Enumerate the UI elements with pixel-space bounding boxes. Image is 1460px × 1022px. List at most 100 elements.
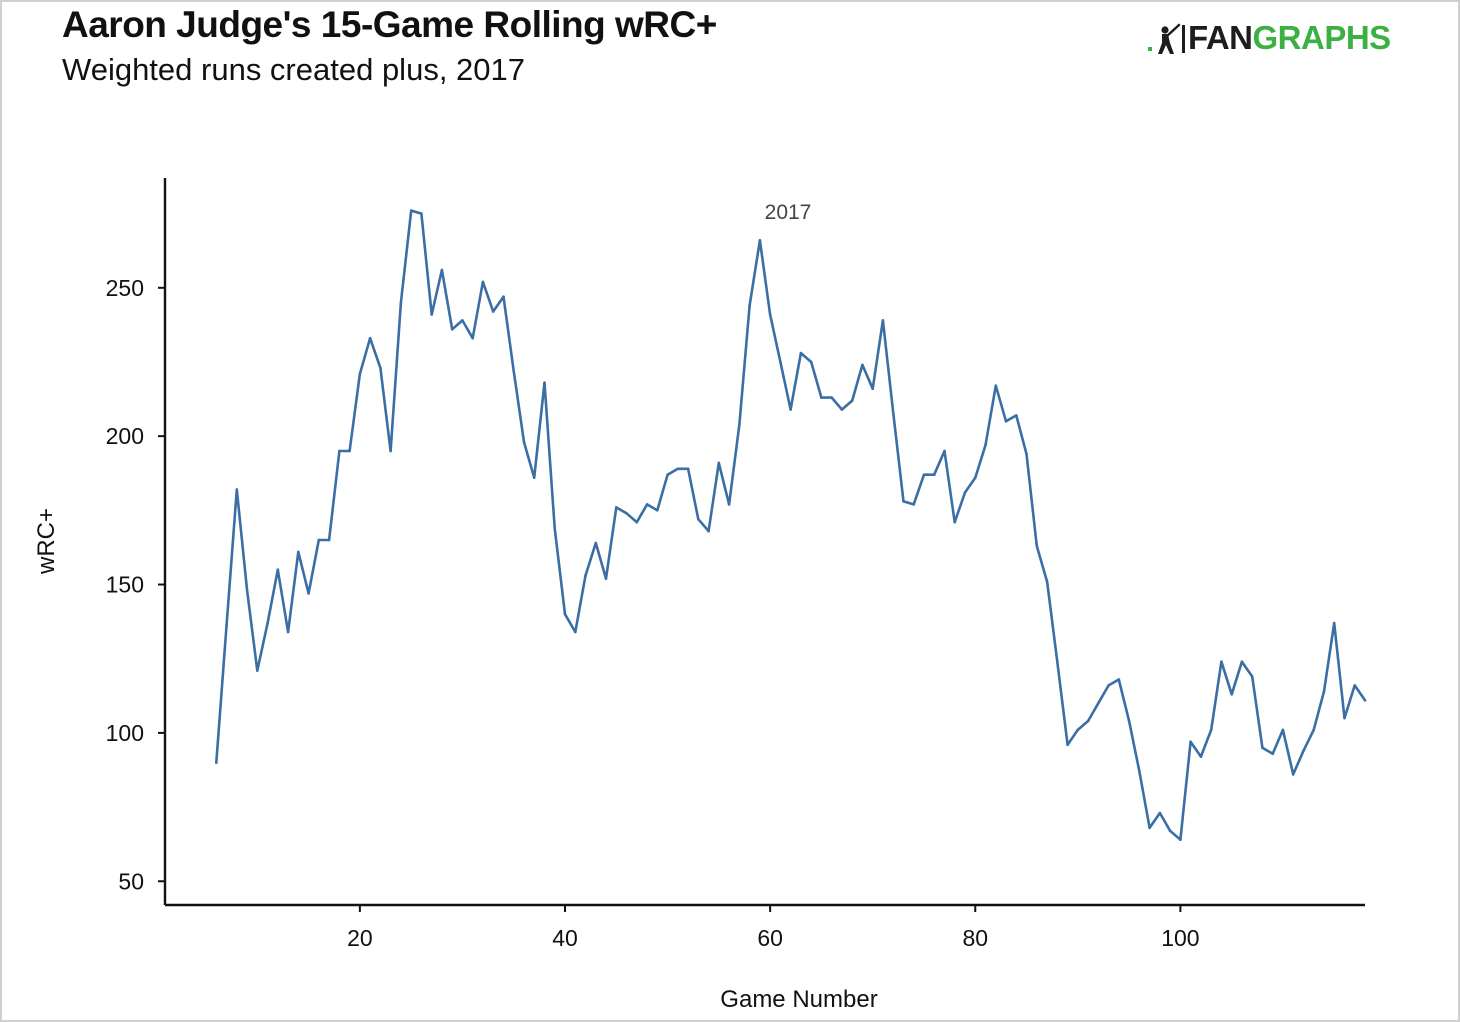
data-point xyxy=(1117,678,1121,681)
data-point xyxy=(994,384,998,388)
data-point xyxy=(1271,752,1274,755)
data-point xyxy=(666,473,669,477)
data-point xyxy=(1015,414,1018,417)
data-point xyxy=(748,304,751,307)
data-point xyxy=(1332,621,1336,625)
data-point xyxy=(1189,740,1192,744)
data-point xyxy=(574,630,577,634)
data-point xyxy=(1220,660,1223,663)
data-point xyxy=(830,396,833,399)
data-point xyxy=(604,577,608,580)
x-tick-label: 100 xyxy=(1161,925,1199,951)
chart-subtitle: Weighted runs created plus, 2017 xyxy=(62,52,526,87)
data-point xyxy=(1312,728,1315,732)
data-point xyxy=(1056,660,1059,663)
data-point xyxy=(1230,693,1233,696)
data-point xyxy=(348,449,351,453)
data-point xyxy=(450,328,454,331)
data-point xyxy=(717,461,721,465)
data-point xyxy=(727,503,731,506)
y-tick-label: 50 xyxy=(118,868,144,894)
data-point xyxy=(1004,420,1008,423)
data-point xyxy=(697,517,700,521)
data-point xyxy=(799,351,803,355)
data-point xyxy=(255,669,259,672)
data-point xyxy=(1086,719,1090,723)
data-point xyxy=(984,443,987,447)
data-point xyxy=(215,761,218,764)
y-axis-title: wRC+ xyxy=(33,508,60,575)
data-point xyxy=(974,476,977,480)
data-point xyxy=(1045,580,1049,583)
data-point xyxy=(1302,749,1305,752)
data-point xyxy=(922,473,926,477)
x-tick-label: 40 xyxy=(552,925,578,951)
data-point xyxy=(594,541,598,545)
data-point xyxy=(932,473,936,477)
data-point xyxy=(502,295,505,299)
data-point xyxy=(522,440,526,444)
chart-axes xyxy=(163,178,1365,907)
data-point xyxy=(1158,811,1162,815)
data-point xyxy=(338,449,341,453)
data-point xyxy=(1138,770,1141,773)
chart-title: Aaron Judge's 15-Game Rolling wRC+ xyxy=(62,4,717,45)
y-tick-label: 150 xyxy=(106,572,144,598)
logo-text-fan: FAN xyxy=(1188,19,1253,56)
data-point xyxy=(768,313,772,316)
data-point xyxy=(953,520,956,524)
data-point xyxy=(1261,746,1264,749)
data-point xyxy=(656,509,659,512)
data-point xyxy=(1107,684,1110,687)
logo-wordmark: FANGRAPHS xyxy=(1188,19,1391,57)
data-point xyxy=(399,301,403,304)
chart-ticks: 20 40 60 80 100 50 100 150 200 250 xyxy=(106,275,1200,951)
data-point xyxy=(871,387,874,391)
data-point xyxy=(1168,829,1172,833)
data-point xyxy=(1148,826,1151,830)
x-tick-label: 60 xyxy=(757,925,783,951)
y-tick-label: 250 xyxy=(106,275,144,301)
y-tick-label: 100 xyxy=(106,720,144,746)
data-point xyxy=(1127,719,1131,723)
data-point xyxy=(286,630,290,634)
data-point xyxy=(1240,660,1244,663)
x-axis-title: Game Number xyxy=(720,986,877,1013)
data-point xyxy=(789,408,792,411)
data-point xyxy=(389,449,392,453)
data-point xyxy=(553,526,556,530)
data-point xyxy=(245,589,249,592)
data-point xyxy=(1025,452,1028,456)
data-point xyxy=(840,408,844,411)
data-point xyxy=(943,449,946,453)
data-point xyxy=(512,369,515,373)
data-point xyxy=(758,239,762,242)
data-point xyxy=(1363,699,1367,702)
x-tick-label: 80 xyxy=(962,925,988,951)
data-point xyxy=(861,363,864,367)
data-point xyxy=(297,550,300,554)
data-point xyxy=(881,319,885,322)
data-point xyxy=(1322,690,1326,693)
y-tick-label: 200 xyxy=(106,423,144,449)
data-point xyxy=(1076,728,1080,732)
data-point xyxy=(543,381,546,385)
data-point xyxy=(368,336,372,340)
data-point xyxy=(686,467,690,471)
data-point xyxy=(409,209,413,212)
data-point xyxy=(625,512,628,515)
x-tick-label: 20 xyxy=(347,925,373,951)
data-point xyxy=(379,366,382,370)
data-point xyxy=(779,360,782,364)
data-point xyxy=(1179,838,1182,841)
data-point xyxy=(481,280,485,284)
data-point xyxy=(645,503,649,506)
fangraphs-logo: FANGRAPHS xyxy=(1146,18,1391,58)
data-point xyxy=(491,310,495,313)
data-point xyxy=(430,313,434,316)
data-point xyxy=(471,336,475,340)
data-point xyxy=(809,360,813,364)
data-point xyxy=(1343,716,1346,720)
